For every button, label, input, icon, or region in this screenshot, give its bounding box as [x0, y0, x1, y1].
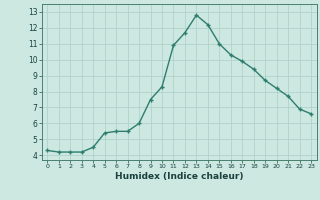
X-axis label: Humidex (Indice chaleur): Humidex (Indice chaleur): [115, 172, 244, 181]
